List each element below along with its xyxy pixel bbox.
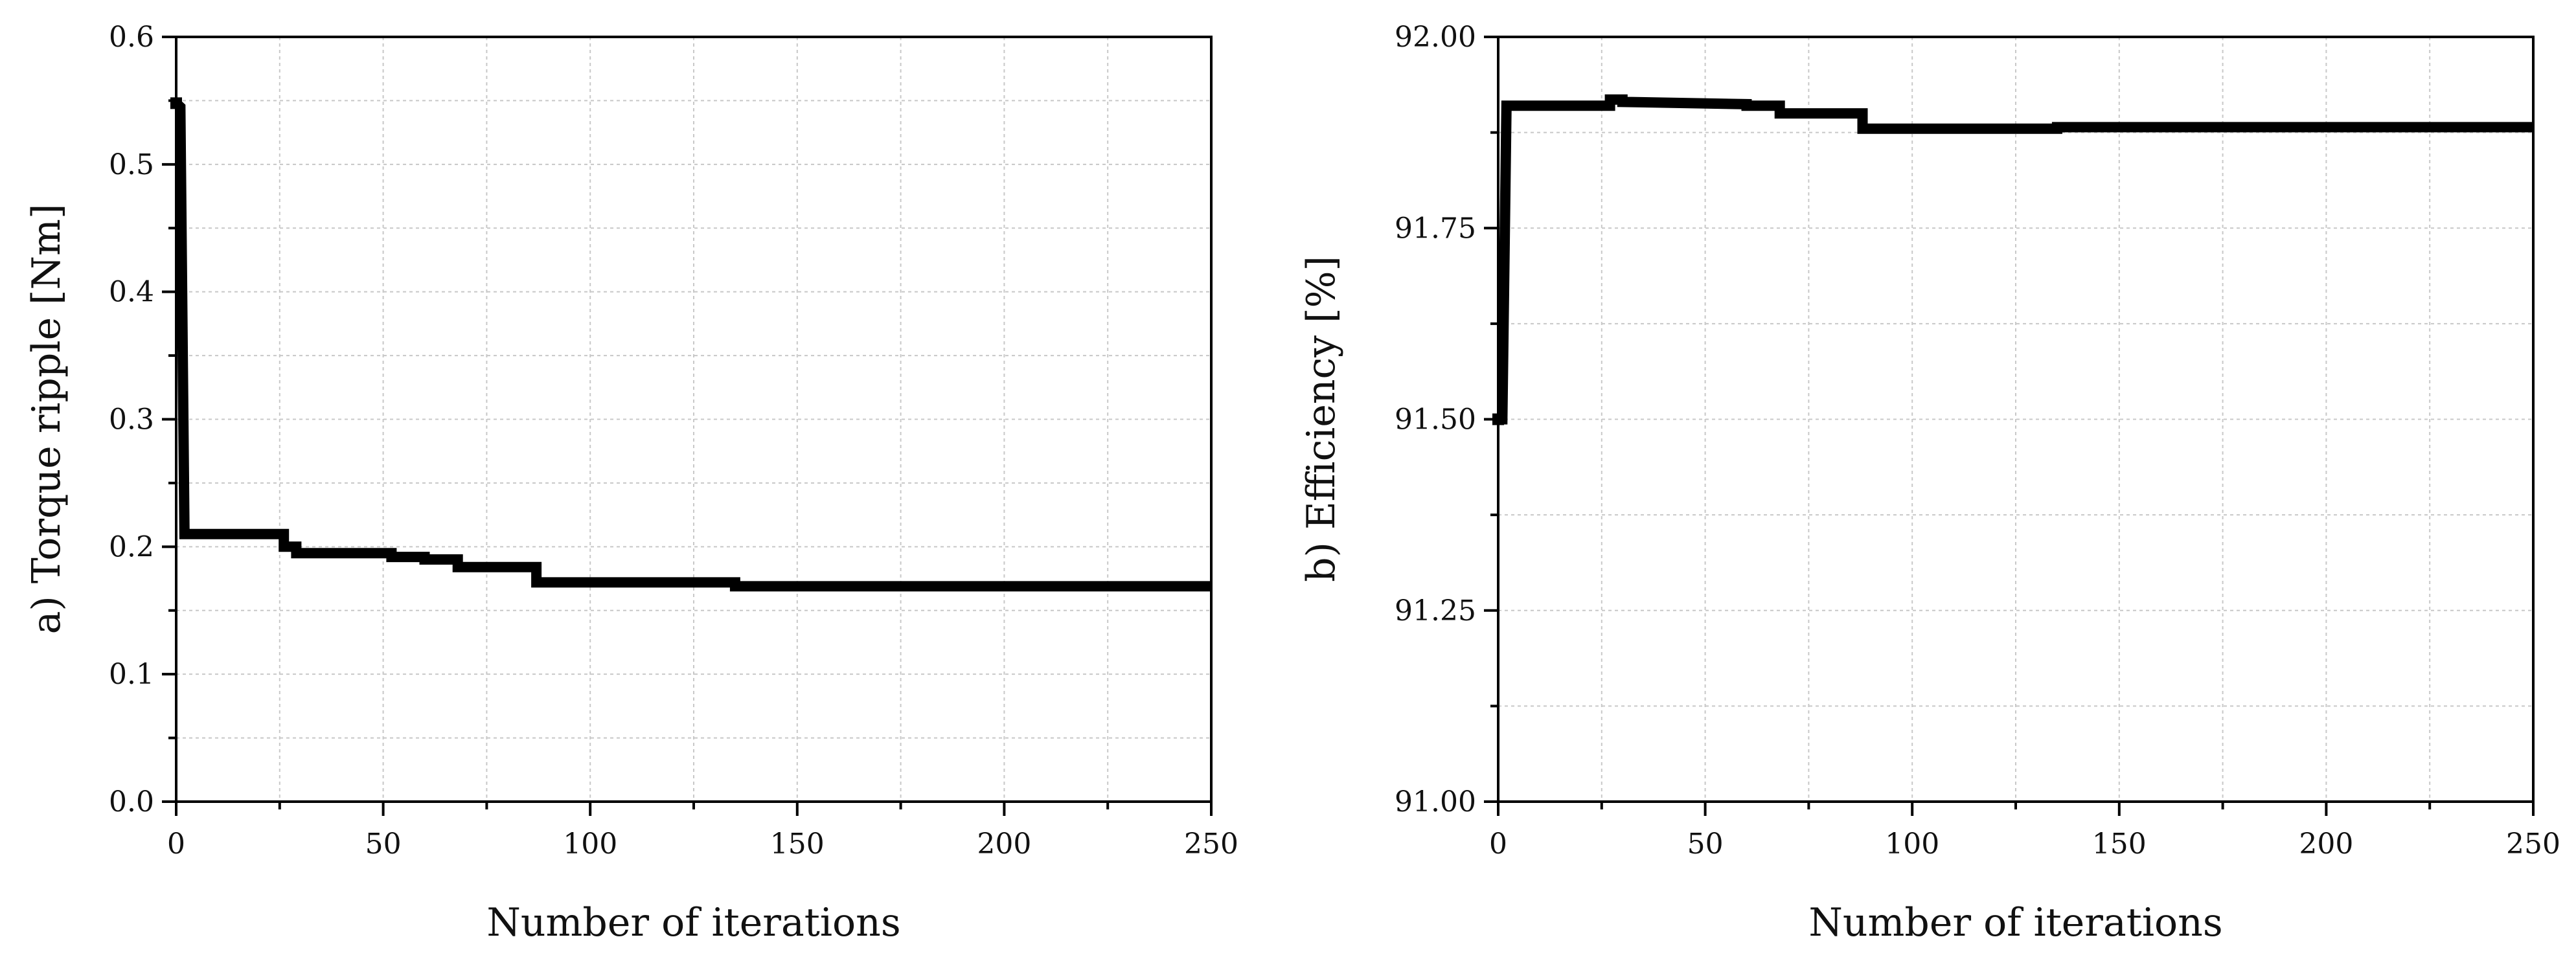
panel-a-x-tick-label: 250: [1184, 828, 1238, 861]
panel-a-y-tick-label: 0.6: [109, 21, 154, 54]
panel-a-y-tick-label: 0.4: [109, 276, 154, 309]
panel-a-start-point: [170, 97, 182, 109]
panel-b-x-axis-title: Number of iterations: [1808, 900, 2222, 945]
panel-a-y-tick-label: 0.0: [109, 785, 154, 818]
panel-a-ticks: [162, 36, 1213, 816]
panel-b-y-tick-label: 91.50: [1395, 403, 1476, 436]
panel-b-start-point: [1492, 413, 1504, 425]
panel-b-x-tick-label: 200: [2299, 828, 2353, 861]
panel-a-torque-ripple: 0 50 100 150 200 250 0.0 0.1 0.2 0.3 0.4 0.5 0.6 Num…: [24, 21, 1238, 945]
panel-b-tick-labels: 0 50 100 150 200 250 91.00 91.25 91.50 91.75 92.00: [1395, 21, 2560, 861]
panel-a-x-axis-title: Number of iterations: [486, 900, 900, 945]
panel-a-y-axis-title: a) Torque ripple [Nm]: [24, 204, 69, 635]
panel-b-y-tick-label: 91.25: [1395, 594, 1476, 627]
panel-a-x-tick-label: 100: [563, 828, 617, 861]
panel-b-series: [1492, 94, 2533, 425]
panel-a-y-tick-label: 0.2: [109, 530, 154, 563]
panel-a-x-tick-label: 150: [770, 828, 825, 861]
panel-b-ticks: [1484, 36, 2535, 816]
panel-b-efficiency: 0 50 100 150 200 250 91.00 91.25 91.50 91.75 92.00…: [1299, 21, 2560, 945]
panel-b-y-tick-label: 91.75: [1395, 212, 1476, 245]
panel-a-tick-labels: 0 50 100 150 200 250 0.0 0.1 0.2 0.3 0.4 0.5 0.6: [109, 21, 1238, 861]
panel-b-x-tick-label: 0: [1489, 828, 1507, 861]
panel-b-x-tick-label: 100: [1885, 828, 1939, 861]
panel-b-x-tick-label: 50: [1687, 828, 1724, 861]
panel-b-x-tick-label: 150: [2092, 828, 2147, 861]
panel-a-series: [170, 97, 1211, 592]
panel-b-y-tick-label: 92.00: [1395, 21, 1476, 54]
panel-b-y-tick-label: 91.00: [1395, 785, 1476, 818]
panel-b-x-tick-label: 250: [2506, 828, 2560, 861]
panel-a-x-tick-label: 200: [977, 828, 1031, 861]
panel-a-y-tick-label: 0.1: [109, 658, 154, 691]
panel-a-series-line: [172, 99, 1211, 592]
panel-a-x-tick-label: 50: [365, 828, 402, 861]
panel-a-y-tick-label: 0.3: [109, 403, 154, 436]
panel-b-series-line: [1497, 94, 2533, 425]
panel-b-y-axis-title: b) Efficiency [%]: [1299, 256, 1344, 582]
panel-a-x-tick-label: 0: [167, 828, 185, 861]
panel-a-y-tick-label: 0.5: [109, 148, 154, 181]
